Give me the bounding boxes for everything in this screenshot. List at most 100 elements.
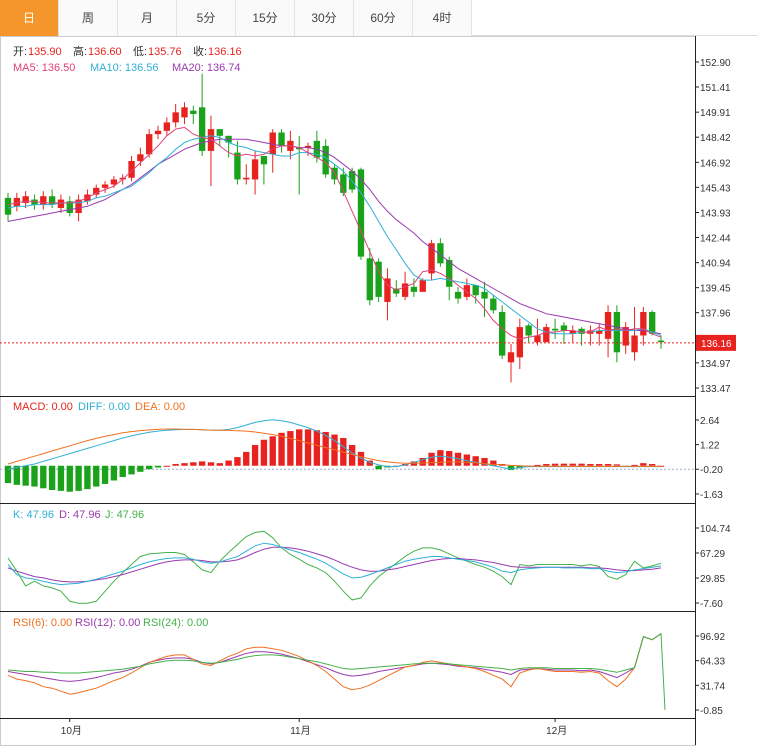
- macd-bar-62: [551, 463, 559, 466]
- macd-bar-7: [66, 465, 73, 492]
- macd-bar-14: [128, 465, 135, 475]
- macd-bar-16: [146, 465, 153, 470]
- candle-21: [190, 110, 197, 115]
- kdj-legend-1: D: 47.96: [59, 509, 101, 521]
- macd-bar-23: [207, 462, 215, 466]
- candle-65: [578, 328, 585, 334]
- price-tick-label-5: 145.43: [700, 183, 731, 194]
- candle-67: [596, 330, 603, 334]
- macd-bar-26: [234, 457, 241, 466]
- ma-legend-2: MA20: 136.74: [172, 62, 241, 74]
- low-value: 135.76: [148, 46, 182, 58]
- candle-18: [163, 122, 171, 131]
- candle-23: [207, 129, 215, 151]
- kdj-tick-label-0: 104.74: [700, 524, 731, 535]
- candle-52: [463, 285, 471, 297]
- tab-5[interactable]: 30分: [295, 0, 354, 36]
- candle-29: [260, 155, 268, 165]
- macd-bar-73: [648, 464, 656, 466]
- macd-bar-24: [216, 463, 223, 466]
- candle-69: [613, 311, 621, 353]
- rsi-tick-label-3: -0.85: [700, 706, 723, 717]
- candle-28: [251, 159, 259, 180]
- candle-15: [137, 154, 144, 161]
- candle-6: [57, 199, 65, 208]
- kdj-tick-label-2: 29.85: [700, 574, 725, 585]
- macd-bar-66: [587, 464, 594, 466]
- dea-line: [7, 428, 661, 467]
- macd-bar-28: [251, 444, 259, 466]
- macd-bar-9: [84, 465, 91, 490]
- macd-bar-2: [22, 465, 29, 486]
- tab-4[interactable]: 15分: [236, 0, 295, 36]
- price-tick-label-1: 151.41: [700, 83, 731, 94]
- macd-bar-1: [13, 465, 21, 485]
- macd-tick-label-2: -0.20: [700, 465, 723, 476]
- candle-34: [304, 145, 312, 148]
- last-price-tag: [696, 334, 736, 351]
- candle-64: [569, 330, 576, 334]
- rsi24-line: [7, 632, 666, 711]
- ma20-line: [7, 138, 662, 335]
- candle-55: [490, 298, 497, 311]
- candle-27: [243, 177, 250, 180]
- tab-1[interactable]: 周: [59, 0, 118, 36]
- candle-7: [66, 201, 73, 214]
- macd-bar-71: [631, 464, 638, 466]
- kdj-tick-label-3: -7.60: [700, 599, 723, 610]
- tab-7[interactable]: 4时: [413, 0, 472, 36]
- candle-50: [446, 259, 453, 287]
- macd-bar-6: [57, 465, 65, 491]
- macd-bar-31: [278, 432, 285, 466]
- candle-43: [384, 278, 391, 302]
- macd-bar-40: [357, 451, 365, 466]
- ma-legend-1: MA10: 136.56: [90, 62, 159, 74]
- candle-30: [269, 132, 276, 155]
- macd-bar-57: [507, 465, 515, 471]
- macd-bar-19: [172, 464, 179, 466]
- macd-bar-20: [181, 463, 188, 466]
- plot-frame: [0, 36, 696, 746]
- candle-61: [543, 327, 550, 343]
- price-tick-label-6: 143.93: [700, 209, 731, 220]
- candle-71: [631, 335, 638, 353]
- tab-6[interactable]: 60分: [354, 0, 413, 36]
- candle-4: [40, 196, 47, 205]
- rsi-tick-label-0: 96.92: [700, 632, 725, 643]
- low-label: 低:: [133, 45, 147, 58]
- tab-0[interactable]: 日: [0, 0, 59, 36]
- kdj-tick-label-1: 67.29: [700, 549, 725, 560]
- macd-bar-22: [198, 461, 206, 466]
- candle-2: [22, 196, 29, 203]
- macd-bar-63: [560, 463, 568, 466]
- macd-bar-25: [225, 460, 232, 466]
- candle-36: [322, 145, 329, 175]
- price-tick-label-13: 133.47: [700, 384, 731, 395]
- tab-3[interactable]: 5分: [177, 0, 236, 36]
- candle-74: [657, 340, 665, 343]
- candle-72: [640, 311, 647, 336]
- candle-40: [357, 169, 365, 257]
- macd-bar-12: [110, 465, 118, 481]
- rsi-tick-label-1: 64.33: [700, 657, 725, 668]
- candle-22: [198, 107, 206, 151]
- candle-46: [410, 286, 418, 292]
- macd-tick-label-3: -1.63: [700, 490, 723, 501]
- rsi6-line: [7, 633, 662, 695]
- candle-49: [437, 243, 444, 264]
- open-label: 开:: [13, 46, 27, 58]
- candle-56: [498, 311, 506, 356]
- macd-bar-68: [604, 464, 612, 466]
- macd-tick-label-0: 2.64: [700, 416, 720, 427]
- candle-60: [534, 335, 541, 343]
- candle-19: [172, 112, 179, 123]
- candle-33: [296, 147, 303, 150]
- macd-legend-2: DEA: 0.00: [135, 401, 185, 413]
- candle-12: [110, 179, 118, 185]
- x-label-2: 12月: [546, 725, 567, 737]
- tab-2[interactable]: 月: [118, 0, 177, 36]
- candle-57: [507, 352, 515, 363]
- candle-16: [146, 134, 153, 155]
- macd-bar-15: [137, 465, 144, 472]
- price-tick-label-3: 148.42: [700, 133, 731, 144]
